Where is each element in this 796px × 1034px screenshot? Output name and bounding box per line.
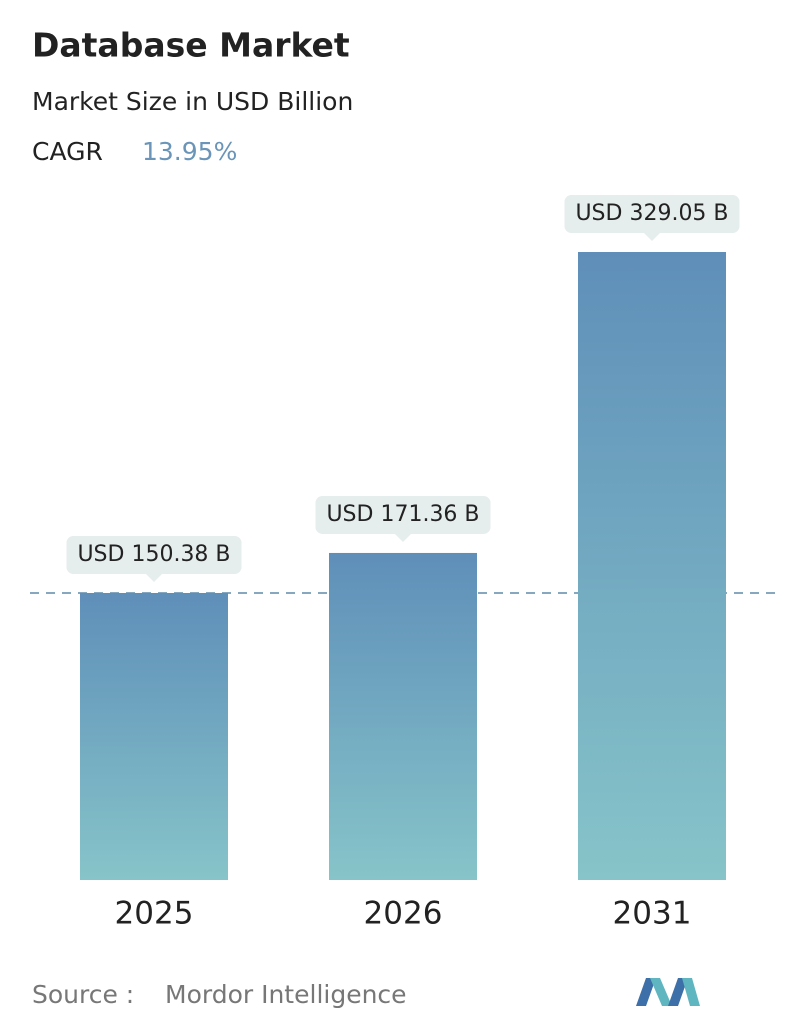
chart-subtitle: Market Size in USD Billion [32,87,353,116]
value-label-box [564,195,740,233]
value-label-pointer [146,573,162,582]
bar [578,252,726,880]
x-tick-label: 2031 [613,896,692,932]
logo [636,978,700,1006]
chart-title: Database Market [32,26,350,65]
value-label-pointer [395,533,411,542]
x-tick-label: 2025 [115,896,194,932]
source: Mordor Intelligence [165,980,407,1009]
value-label-box [66,535,242,574]
x-tick-label: 2026 [364,896,443,932]
value-label: USD 150.38 B [77,542,230,567]
source-label: Source : [32,980,134,1009]
value-label: USD 329.05 B [575,201,728,226]
value-label: USD 171.36 B [326,502,479,527]
bar [329,552,477,880]
cagr-value: 13.95% [142,137,237,166]
value-label-pointer [644,233,660,241]
cagr-label: CAGR [32,137,103,166]
bar [80,592,228,880]
value-label-box [315,495,491,534]
